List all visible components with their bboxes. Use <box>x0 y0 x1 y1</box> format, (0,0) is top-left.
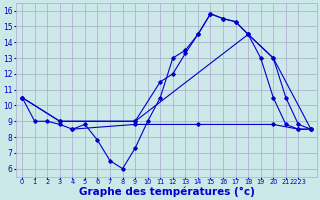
X-axis label: Graphe des températures (°c): Graphe des températures (°c) <box>79 187 254 197</box>
